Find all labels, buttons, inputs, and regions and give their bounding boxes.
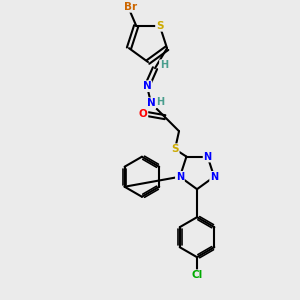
Text: H: H xyxy=(160,60,168,70)
Text: O: O xyxy=(139,109,147,119)
Text: Cl: Cl xyxy=(191,270,203,280)
Text: N: N xyxy=(147,98,155,108)
Text: S: S xyxy=(171,144,179,154)
Text: N: N xyxy=(210,172,218,182)
Text: N: N xyxy=(176,172,184,182)
Text: N: N xyxy=(142,81,152,91)
Text: H: H xyxy=(156,97,164,107)
Text: S: S xyxy=(156,21,164,31)
Text: N: N xyxy=(203,152,212,162)
Text: Br: Br xyxy=(124,2,137,12)
